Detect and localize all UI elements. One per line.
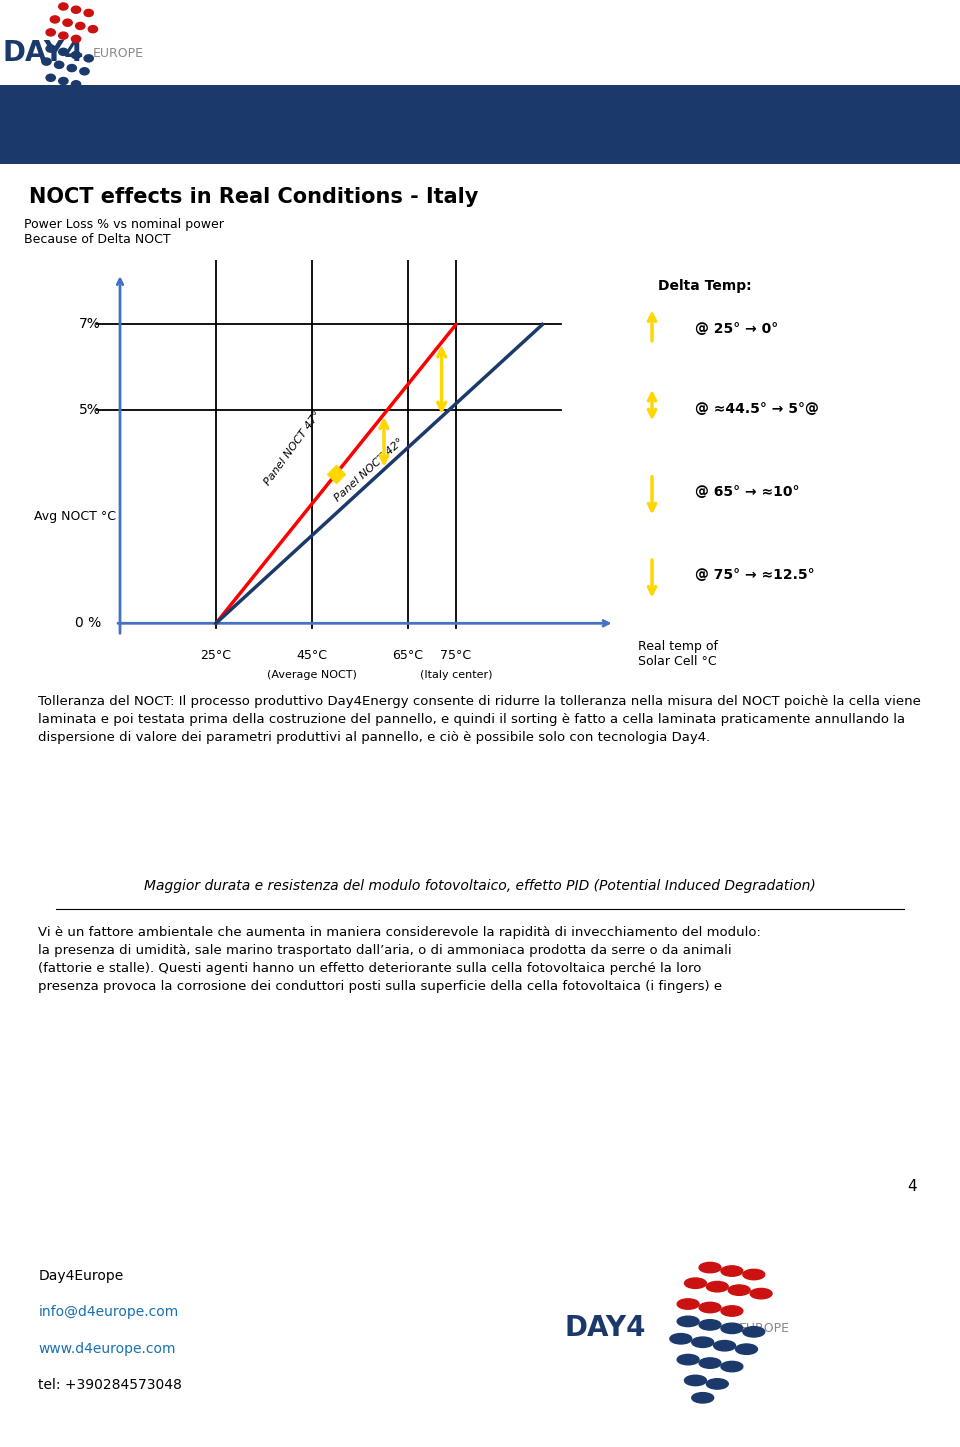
Circle shape [677,1354,699,1365]
Circle shape [71,52,81,59]
Text: 65°C: 65°C [393,648,423,661]
Circle shape [713,1340,735,1351]
Circle shape [735,1344,757,1354]
Text: EUROPE: EUROPE [93,46,144,59]
Text: Real temp of
Solar Cell °C: Real temp of Solar Cell °C [638,641,718,669]
Circle shape [699,1320,721,1330]
Text: Panel NOCT 42°: Panel NOCT 42° [333,437,406,504]
Circle shape [76,22,84,29]
Text: 0 %: 0 % [75,616,101,631]
Text: 5%: 5% [79,402,101,417]
Text: Panel NOCT 47°: Panel NOCT 47° [263,408,323,486]
Text: @ 25° → 0°: @ 25° → 0° [695,323,779,336]
Circle shape [55,100,63,107]
Circle shape [707,1282,729,1292]
Circle shape [50,87,60,94]
Circle shape [59,48,68,55]
Text: info@d4europe.com: info@d4europe.com [38,1305,179,1320]
Circle shape [67,65,77,72]
Text: Avg NOCT °C: Avg NOCT °C [34,511,115,522]
Circle shape [71,81,81,88]
Text: @ ≈44.5° → 5°@: @ ≈44.5° → 5°@ [695,402,819,415]
Text: (Italy center): (Italy center) [420,670,492,680]
Circle shape [84,55,93,62]
Circle shape [46,45,56,52]
Circle shape [699,1357,721,1369]
Circle shape [63,90,72,97]
Circle shape [729,1285,750,1295]
Text: 4: 4 [907,1179,917,1194]
Circle shape [743,1327,765,1337]
Circle shape [721,1305,743,1317]
Circle shape [42,58,51,65]
Text: DAY4: DAY4 [564,1314,645,1343]
Circle shape [46,29,56,36]
Text: Delta Temp:: Delta Temp: [659,279,752,292]
Circle shape [55,61,63,68]
Circle shape [46,74,56,81]
Circle shape [50,16,60,23]
Text: DAY4: DAY4 [2,39,84,68]
Circle shape [59,78,68,84]
Circle shape [721,1362,743,1372]
Text: tel: +390284573048: tel: +390284573048 [38,1378,182,1392]
Text: Day4Europe: Day4Europe [38,1269,124,1282]
Circle shape [59,3,68,10]
Circle shape [743,1269,765,1279]
Text: Maggior durata e resistenza del modulo fotovoltaico, effetto PID (Potential Indu: Maggior durata e resistenza del modulo f… [144,880,816,893]
Circle shape [677,1317,699,1327]
Circle shape [684,1278,707,1288]
Circle shape [692,1392,713,1404]
Text: EUROPE: EUROPE [739,1323,790,1334]
Circle shape [721,1266,743,1276]
Circle shape [750,1288,772,1299]
Circle shape [684,1375,707,1386]
Text: 25°C: 25°C [201,648,231,661]
Text: NOCT effects in Real Conditions - Italy: NOCT effects in Real Conditions - Italy [29,187,478,207]
Circle shape [59,32,68,39]
Text: Tolleranza del NOCT: Il processo produttivo Day4Energy consente di ridurre la to: Tolleranza del NOCT: Il processo produtt… [38,695,922,744]
Circle shape [88,26,98,33]
Circle shape [80,68,89,75]
Circle shape [692,1337,713,1347]
Text: Vi è un fattore ambientale che aumenta in maniera considerevole la rapidità di i: Vi è un fattore ambientale che aumenta i… [38,926,761,993]
Text: www.d4europe.com: www.d4europe.com [38,1341,176,1356]
Circle shape [699,1262,721,1273]
Text: (Average NOCT): (Average NOCT) [267,670,357,680]
Circle shape [71,35,81,42]
Circle shape [699,1302,721,1312]
Circle shape [677,1299,699,1310]
Text: @ 65° → ≈10°: @ 65° → ≈10° [695,485,800,499]
Text: 75°C: 75°C [441,648,471,661]
Text: Power Loss % vs nominal power
Because of Delta NOCT: Power Loss % vs nominal power Because of… [24,217,224,246]
Circle shape [670,1334,692,1344]
Circle shape [63,19,72,26]
Circle shape [707,1379,729,1389]
Text: 7%: 7% [79,317,101,331]
Circle shape [721,1323,743,1334]
Circle shape [71,6,81,13]
Text: @ 75° → ≈12.5°: @ 75° → ≈12.5° [695,569,815,582]
Circle shape [84,9,93,16]
Text: 45°C: 45°C [297,648,327,661]
